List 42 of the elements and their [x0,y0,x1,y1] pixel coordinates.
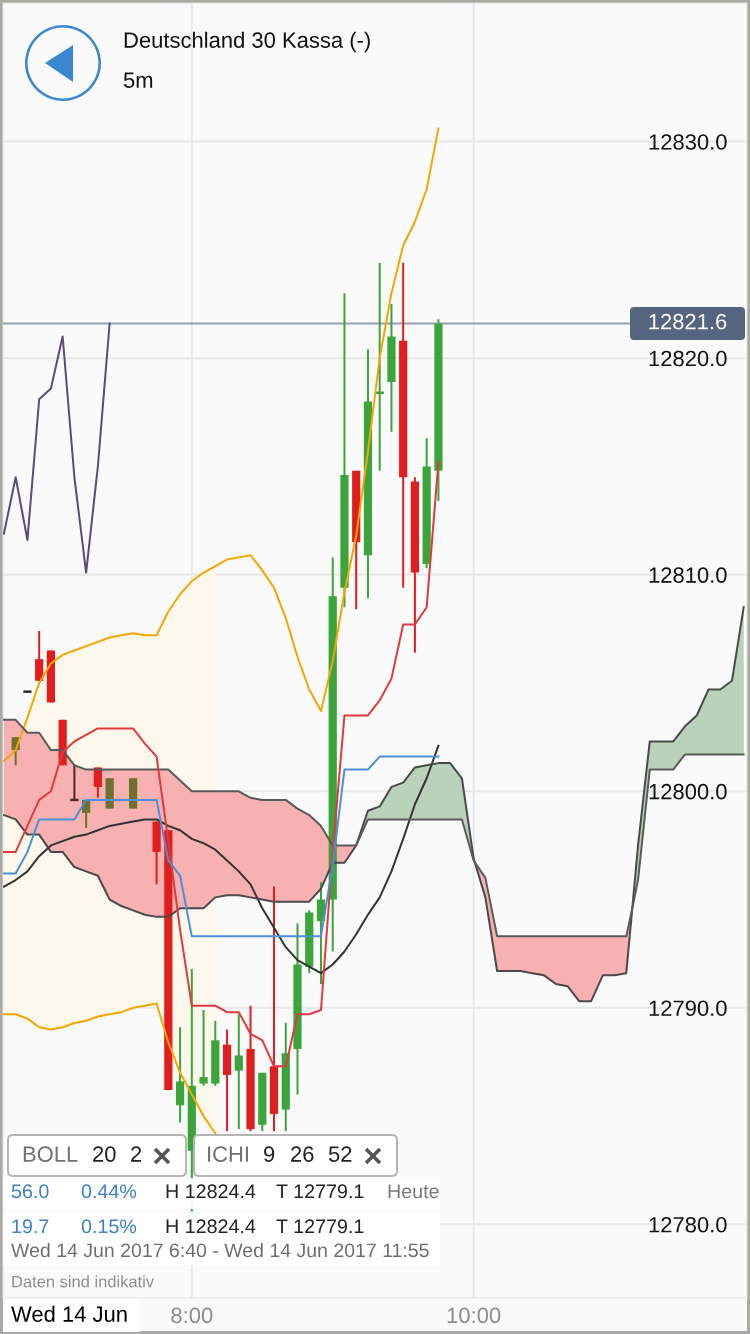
annotation: 2 [131,1146,142,1162]
candlestick [93,766,102,799]
annotation: 20 [93,1146,116,1162]
annotation: 0.15% [81,1219,137,1234]
line-series [3,461,440,1068]
y-tick-label: 12790.0 [649,1000,727,1016]
candlestick [199,1008,208,1087]
y-tick-label: 12820.0 [649,350,727,367]
x-tick-label: 8:00 [171,1307,213,1324]
y-tick-label: 12800.0 [649,783,727,800]
annotation: Heute [388,1184,439,1199]
annotation: 19.7 [12,1219,49,1234]
y-tick-label: 12830.0 [649,134,727,150]
annotation: H 12824.4 [166,1219,256,1234]
annotation: 9 [264,1146,275,1162]
line-series [3,744,440,975]
annotation: 56.0 [11,1184,49,1199]
annotation: 26 [291,1146,314,1162]
ref-line-label: 12821.6 [649,313,727,330]
candlestick [234,1013,243,1131]
y-tick-label: 12780.0 [649,1216,727,1233]
y-tick-label: 12810.0 [649,567,727,583]
candlestick [175,1026,185,1124]
line-series [3,127,440,762]
annotation: BOLL [23,1146,78,1162]
text: Deutschland 30 Kassa (-) [124,31,370,53]
annotation: 52 [328,1146,352,1162]
annotation: T 12779.1 [276,1184,364,1199]
x-tick-label: 10:00 [447,1307,501,1324]
candlestick [35,630,44,682]
line-series [3,1002,217,1135]
line-series [3,322,111,574]
annotation: H 12824.4 [166,1184,256,1199]
annotation: Wed 14 Jun 2017 6:40 - Wed 14 Jun 2017 11:55 [11,1242,429,1258]
annotation: T 12779.1 [276,1219,364,1234]
line-series [3,755,440,938]
annotation: Daten sind indikativ [12,1275,155,1288]
text: 5m [123,72,153,88]
annotation: ICHI [208,1146,248,1162]
annotation: 0.44% [81,1184,137,1199]
text: Wed 14 Jun [11,1305,127,1322]
line-series [3,718,745,938]
